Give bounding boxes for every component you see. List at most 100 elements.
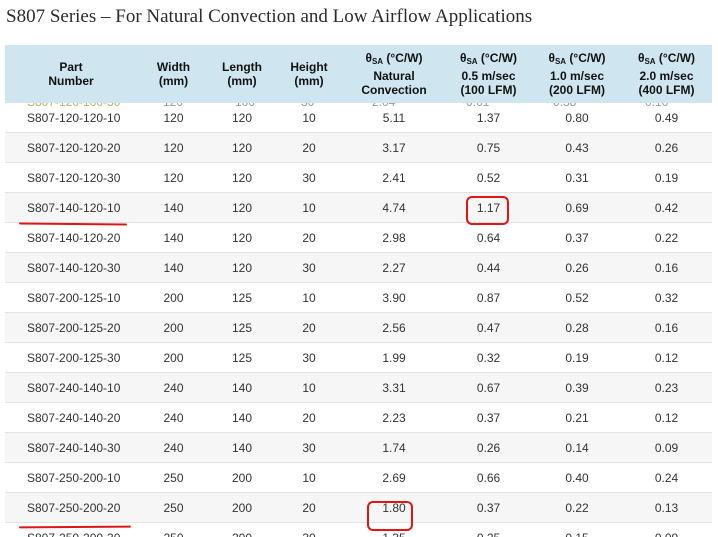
cell-theta-natural: 1.74 [344, 432, 444, 463]
cell-theta-200-lfm: 0.19 [533, 342, 621, 373]
cell-height: 20 [274, 312, 344, 343]
cell-width: 140 [137, 192, 210, 223]
cell-theta-natural: 2.23 [344, 402, 444, 433]
table-body: S807-120-120-10 120 120 10 5.11 1.37 0.80 0.49 S… [5, 103, 712, 537]
cell-theta-400-lfm: 0.42 [621, 192, 712, 223]
cut-cell-width: 120 [163, 103, 183, 109]
cell-width: 120 [137, 132, 210, 163]
cell-theta-400-lfm: 0.26 [621, 132, 712, 163]
cell-part-number: S807-240-140-20 [5, 402, 137, 433]
theta-subscript: SA [466, 57, 478, 66]
cell-part-number: S807-250-200-30 [5, 522, 137, 537]
table-row: S807-200-125-20 200 125 20 2.56 0.47 0.28 0.16 [5, 312, 712, 343]
cell-part-number: S807-250-200-20 [5, 492, 137, 523]
cell-theta-natural: 2.27 [344, 252, 444, 283]
header-line3: Convection [361, 83, 427, 97]
header-part-number: Part Number [5, 45, 137, 103]
cell-theta-100-lfm: 0.26 [444, 432, 533, 463]
cell-width: 200 [137, 342, 210, 373]
theta-symbol: θ [365, 51, 372, 65]
cut-cell-length: 100 [235, 103, 255, 109]
header-unit: (°C/W) [569, 51, 606, 65]
header-theta-100-lfm: θSA (°C/W) 0.5 m/sec (100 LFM) [444, 45, 533, 103]
header-theta-400-lfm: θSA (°C/W) 2.0 m/sec (400 LFM) [621, 45, 712, 103]
cell-theta-100-lfm: 0.37 [444, 402, 533, 433]
cell-theta-200-lfm: 0.52 [533, 282, 621, 313]
cell-theta-200-lfm: 0.37 [533, 222, 621, 253]
theta-symbol: θ [637, 51, 645, 65]
cell-theta-100-lfm: 0.64 [444, 222, 533, 253]
cell-part-number: S807-200-125-10 [5, 282, 137, 313]
cell-theta-100-lfm: 0.32 [444, 342, 533, 373]
table-row: S807-140-120-20 140 120 20 2.98 0.64 0.37 0.22 [5, 222, 712, 253]
header-label: Height [290, 60, 328, 74]
header-line2: 0.5 m/sec [461, 69, 516, 83]
cell-width: 120 [137, 162, 210, 193]
cell-theta-100-lfm: 0.37 [444, 492, 533, 523]
cell-theta-200-lfm: 0.14 [533, 432, 621, 463]
highlight-circle-1-35 [367, 501, 413, 531]
cell-theta-400-lfm: 0.12 [621, 342, 712, 373]
header-label: Length [222, 60, 262, 74]
cell-theta-100-lfm: 0.66 [444, 462, 533, 493]
cut-cell-height: 30 [301, 103, 314, 109]
header-line3: (400 LFM) [638, 83, 695, 97]
theta-subscript: SA [554, 57, 567, 66]
cell-theta-400-lfm: 0.16 [621, 312, 712, 343]
header-unit: (°C/W) [658, 51, 696, 65]
cell-theta-natural: 2.41 [344, 162, 444, 193]
cell-height: 30 [274, 252, 344, 283]
cell-length: 120 [210, 162, 274, 193]
cell-theta-200-lfm: 0.21 [533, 402, 621, 433]
header-width: Width (mm) [137, 45, 210, 103]
cut-cell-theta-200-lfm: 0.38 [553, 103, 576, 109]
cell-width: 200 [137, 312, 210, 343]
cut-cell-theta-100-lfm: 0.61 [466, 103, 489, 109]
cell-width: 200 [137, 282, 210, 313]
cell-part-number: S807-240-140-10 [5, 372, 137, 403]
theta-symbol: θ [548, 51, 555, 65]
cell-theta-400-lfm: 0.22 [621, 222, 712, 253]
cell-height: 10 [274, 192, 344, 223]
header-sublabel: (mm) [158, 74, 189, 88]
table-row: S807-240-140-20 240 140 20 2.23 0.37 0.21 0.12 [5, 402, 712, 433]
cell-width: 240 [137, 432, 210, 463]
cell-theta-natural: 2.98 [344, 222, 444, 253]
highlight-circle-1-17 [466, 196, 509, 225]
header-line2: Natural [373, 69, 415, 83]
theta-symbol: θ [459, 51, 467, 65]
cell-width: 140 [137, 252, 210, 283]
table-row: S807-200-125-10 200 125 10 3.90 0.87 0.52 0.32 [5, 282, 712, 313]
cell-width: 250 [137, 522, 210, 537]
page-title: S807 Series – For Natural Convection and… [6, 6, 533, 27]
cell-length: 200 [210, 462, 274, 493]
header-length: Length (mm) [210, 45, 274, 103]
thermal-resistance-table-container: Part Number Width (mm) Length (mm) Heigh… [5, 45, 712, 537]
cell-length: 120 [210, 132, 274, 163]
cell-length: 140 [210, 402, 274, 433]
header-line3: (100 LFM) [460, 83, 517, 97]
cell-theta-200-lfm: 0.43 [533, 132, 621, 163]
cut-cell-part-number: S807-120-100-30 [27, 103, 120, 109]
cell-part-number: S807-120-120-30 [5, 162, 137, 193]
cell-length: 125 [210, 282, 274, 313]
cell-part-number: S807-140-120-10 [5, 192, 137, 223]
cell-theta-natural: 2.69 [344, 462, 444, 493]
cell-length: 200 [210, 522, 274, 537]
table-row: S807-140-120-10 140 120 10 4.74 1.17 0.69 0.42 [5, 192, 712, 223]
cell-theta-200-lfm: 0.28 [533, 312, 621, 343]
cell-height: 30 [274, 522, 344, 537]
cell-theta-100-lfm: 0.67 [444, 372, 533, 403]
cell-width: 250 [137, 462, 210, 493]
table-row: S807-250-200-30250200301.350.250.150.09 [5, 522, 712, 537]
header-height: Height (mm) [274, 45, 344, 103]
cell-theta-100-lfm: 0.52 [444, 162, 533, 193]
cell-length: 125 [210, 312, 274, 343]
header-label: Width [156, 60, 191, 74]
cell-theta-100-lfm: 0.47 [444, 312, 533, 343]
table-row: S807-140-120-30 140 120 30 2.27 0.44 0.26 0.16 [5, 252, 712, 283]
cell-length: 140 [210, 432, 274, 463]
cell-part-number: S807-200-125-20 [5, 312, 137, 343]
header-sublabel: (mm) [227, 74, 257, 88]
cell-theta-400-lfm: 0.32 [621, 282, 712, 313]
